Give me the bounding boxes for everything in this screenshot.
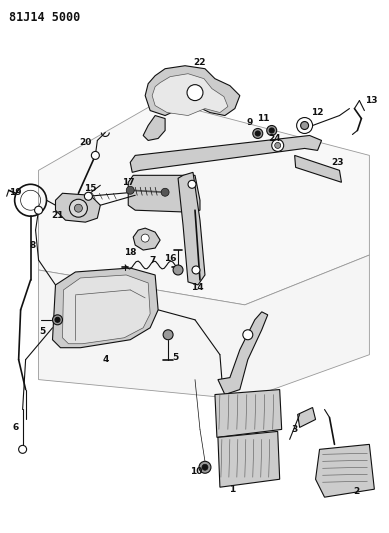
Polygon shape — [315, 445, 374, 497]
Polygon shape — [145, 66, 240, 116]
Text: 4: 4 — [102, 355, 109, 364]
Text: 21: 21 — [51, 211, 64, 220]
Polygon shape — [294, 156, 342, 182]
Circle shape — [301, 122, 308, 130]
Circle shape — [269, 128, 274, 133]
Text: 24: 24 — [268, 134, 281, 143]
Text: 10: 10 — [190, 467, 202, 476]
Circle shape — [55, 317, 60, 322]
Text: 8: 8 — [30, 240, 36, 249]
Polygon shape — [143, 116, 165, 141]
Polygon shape — [128, 175, 200, 212]
Polygon shape — [215, 390, 282, 438]
Circle shape — [173, 265, 183, 275]
Circle shape — [243, 330, 253, 340]
Circle shape — [84, 192, 92, 200]
Text: 5: 5 — [172, 353, 178, 362]
Text: 15: 15 — [84, 184, 96, 193]
Polygon shape — [152, 74, 228, 116]
Circle shape — [35, 206, 42, 214]
Text: 7: 7 — [149, 255, 155, 264]
Text: 13: 13 — [365, 96, 378, 105]
Circle shape — [53, 315, 63, 325]
Polygon shape — [130, 135, 322, 172]
Circle shape — [253, 128, 263, 139]
Text: 18: 18 — [124, 247, 137, 256]
Text: 22: 22 — [194, 58, 206, 67]
Circle shape — [126, 187, 134, 194]
Circle shape — [19, 446, 26, 454]
Circle shape — [192, 266, 200, 274]
Text: 11: 11 — [258, 114, 270, 123]
Polygon shape — [218, 312, 268, 394]
Circle shape — [70, 199, 88, 217]
Circle shape — [91, 151, 99, 159]
Polygon shape — [218, 431, 280, 487]
Text: 5: 5 — [39, 327, 46, 336]
Text: 17: 17 — [122, 178, 135, 187]
Circle shape — [267, 125, 277, 135]
Polygon shape — [178, 172, 205, 285]
Text: 16: 16 — [164, 254, 176, 263]
Circle shape — [163, 330, 173, 340]
Polygon shape — [298, 408, 315, 427]
Circle shape — [202, 464, 208, 470]
Circle shape — [297, 118, 313, 133]
Polygon shape — [53, 268, 158, 348]
Text: 9: 9 — [247, 118, 253, 127]
Circle shape — [188, 180, 196, 188]
Polygon shape — [133, 228, 160, 250]
Text: 14: 14 — [191, 284, 203, 293]
Text: 81J14 5000: 81J14 5000 — [9, 11, 80, 24]
Text: 23: 23 — [331, 158, 344, 167]
Circle shape — [187, 85, 203, 101]
Polygon shape — [39, 255, 370, 400]
Polygon shape — [56, 193, 100, 222]
Text: 6: 6 — [12, 423, 19, 432]
Text: 1: 1 — [229, 484, 235, 494]
Text: 3: 3 — [291, 425, 298, 434]
Circle shape — [161, 188, 169, 196]
Polygon shape — [63, 275, 150, 344]
Circle shape — [199, 461, 211, 473]
Circle shape — [74, 204, 82, 212]
Text: 19: 19 — [9, 188, 22, 197]
Circle shape — [255, 131, 260, 136]
Text: 20: 20 — [79, 138, 91, 147]
Text: 12: 12 — [311, 108, 324, 117]
Text: 2: 2 — [353, 487, 359, 496]
Polygon shape — [39, 101, 370, 305]
Circle shape — [275, 142, 281, 148]
Circle shape — [141, 234, 149, 242]
Circle shape — [272, 140, 284, 151]
